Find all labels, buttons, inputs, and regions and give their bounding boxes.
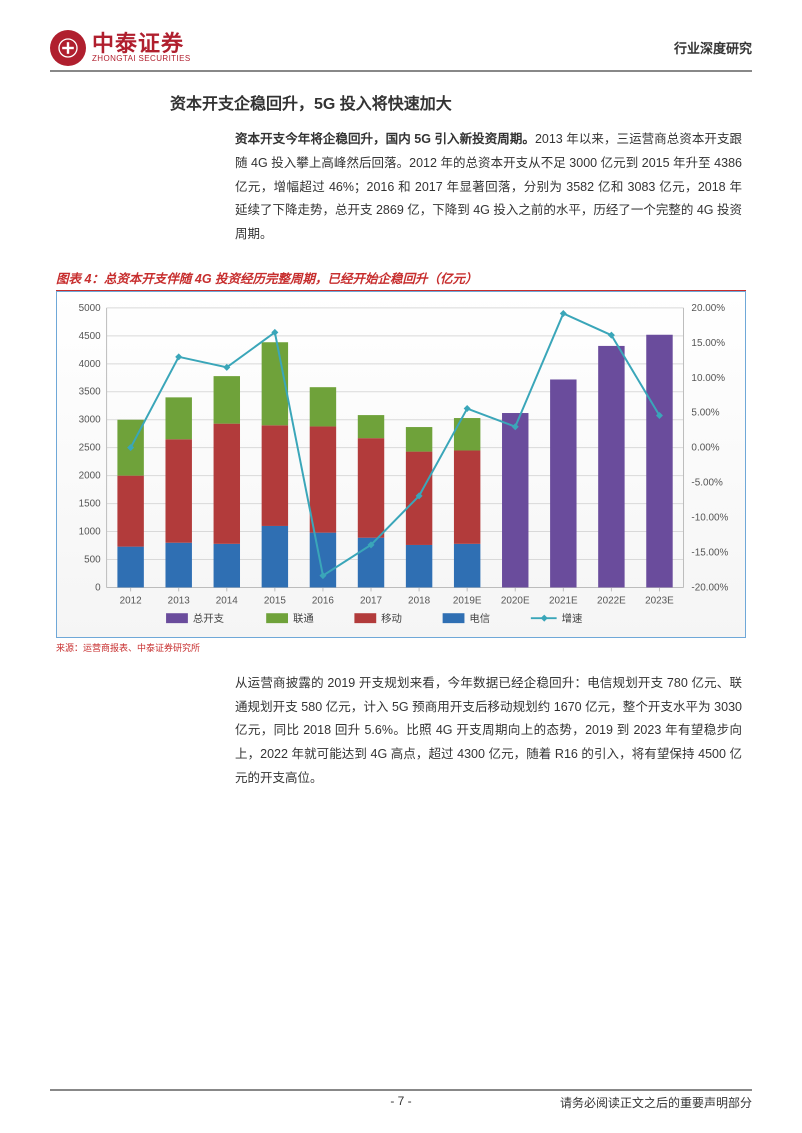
svg-text:15.00%: 15.00%	[691, 338, 725, 349]
logo-icon	[50, 30, 86, 66]
chart-source: 来源：运营商报表、中泰证券研究所	[56, 641, 746, 654]
svg-text:2500: 2500	[79, 442, 102, 453]
chart-container: 0 500 1000 1500 2000 2500 3000 3500 4000 4500 5000…	[56, 291, 746, 638]
svg-text:2022E: 2022E	[597, 595, 626, 606]
svg-text:2020E: 2020E	[501, 595, 530, 606]
logo-cn-text: 中泰证券	[92, 33, 191, 55]
svg-text:5000: 5000	[79, 303, 102, 314]
svg-text:总开支: 总开支	[193, 612, 225, 625]
svg-text:3500: 3500	[79, 386, 102, 397]
page-footer: - 7 - 请务必阅读正文之后的重要声明部分	[50, 1089, 752, 1111]
para1-rest: 2013 年以来，三运营商总资本开支跟随 4G 投入攀上高峰然后回落。2012 …	[235, 132, 742, 241]
svg-text:2021E: 2021E	[549, 595, 578, 606]
svg-text:500: 500	[84, 554, 101, 565]
svg-text:2016: 2016	[312, 595, 335, 606]
svg-text:2018: 2018	[408, 595, 431, 606]
svg-text:增速: 增速	[562, 612, 583, 625]
svg-text:2000: 2000	[79, 470, 102, 481]
chart-caption: 图表 4：总资本开支伴随 4G 投资经历完整周期，已经开始企稳回升（亿元）	[56, 265, 746, 291]
logo-en-text: ZHONGTAI SECURITIES	[92, 55, 191, 63]
svg-text:移动: 移动	[381, 612, 402, 625]
footer-disclaimer: 请务必阅读正文之后的重要声明部分	[560, 1094, 752, 1111]
svg-text:3000: 3000	[79, 414, 102, 425]
svg-text:5.00%: 5.00%	[691, 407, 719, 418]
para1-lead: 资本开支今年将企稳回升，国内 5G 引入新投资周期。	[235, 132, 535, 146]
svg-text:0.00%: 0.00%	[691, 442, 719, 453]
capex-chart: 0 500 1000 1500 2000 2500 3000 3500 4000 4500 5000…	[59, 298, 743, 635]
svg-text:-5.00%: -5.00%	[691, 477, 723, 488]
header-category: 行业深度研究	[674, 38, 752, 57]
svg-text:1000: 1000	[79, 526, 102, 537]
svg-text:4000: 4000	[79, 359, 102, 370]
svg-text:1500: 1500	[79, 498, 102, 509]
svg-text:2015: 2015	[264, 595, 287, 606]
paragraph-1: 资本开支今年将企稳回升，国内 5G 引入新投资周期。2013 年以来，三运营商总…	[235, 128, 742, 247]
page-header: 中泰证券 ZHONGTAI SECURITIES 行业深度研究	[50, 30, 752, 72]
svg-text:-15.00%: -15.00%	[691, 547, 728, 558]
svg-text:联通: 联通	[293, 613, 314, 625]
svg-text:2014: 2014	[216, 595, 239, 606]
svg-text:2013: 2013	[168, 595, 191, 606]
svg-text:2023E: 2023E	[645, 595, 674, 606]
svg-text:20.00%: 20.00%	[691, 303, 725, 314]
paragraph-2: 从运营商披露的 2019 开支规划来看，今年数据已经企稳回升：电信规划开支 78…	[235, 672, 742, 791]
logo: 中泰证券 ZHONGTAI SECURITIES	[50, 30, 191, 66]
page-number: - 7 -	[390, 1094, 411, 1108]
svg-text:-20.00%: -20.00%	[691, 582, 728, 593]
svg-text:2017: 2017	[360, 595, 383, 606]
svg-text:-10.00%: -10.00%	[691, 512, 728, 523]
svg-text:0: 0	[95, 582, 101, 593]
section-title: 资本开支企稳回升，5G 投入将快速加大	[170, 90, 752, 114]
svg-text:2012: 2012	[120, 595, 143, 606]
svg-text:电信: 电信	[469, 612, 490, 625]
svg-text:2019E: 2019E	[453, 595, 482, 606]
svg-text:4500: 4500	[79, 331, 102, 342]
svg-text:10.00%: 10.00%	[691, 373, 725, 384]
